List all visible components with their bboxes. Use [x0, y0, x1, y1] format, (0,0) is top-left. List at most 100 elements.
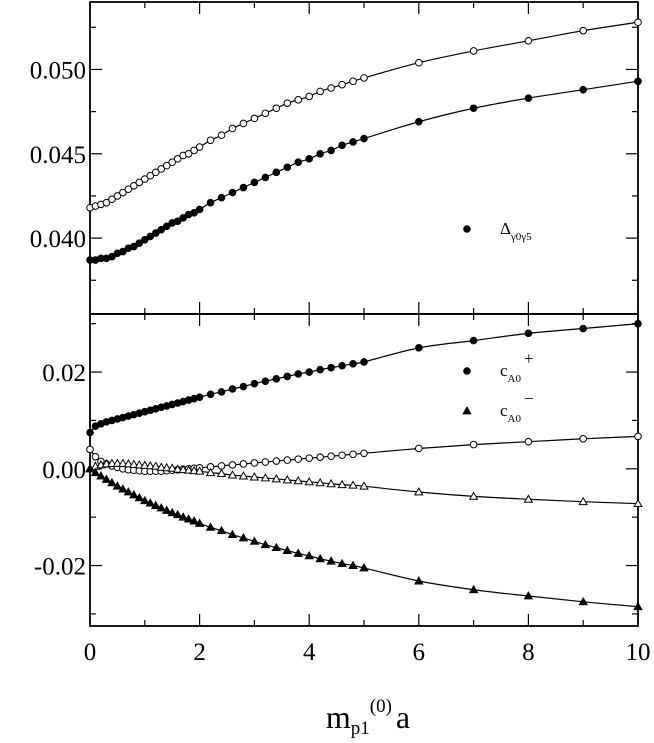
bottom-legend: cA0+ cA0−	[462, 349, 534, 425]
y-tick-label: -0.02	[34, 554, 86, 581]
data-point	[579, 26, 588, 35]
data-point	[337, 558, 347, 568]
data-point	[156, 462, 167, 471]
data-point	[90, 467, 101, 477]
data-point	[119, 247, 127, 256]
data-point	[179, 214, 187, 222]
data-point	[469, 440, 478, 449]
data-point	[359, 481, 369, 490]
data-point	[130, 182, 138, 190]
data-point	[415, 58, 423, 67]
data-point	[272, 168, 281, 177]
data-point	[205, 467, 216, 477]
data-point	[293, 475, 304, 485]
data-point	[316, 87, 324, 96]
data-point	[146, 232, 155, 241]
data-point	[260, 473, 271, 482]
data-point	[228, 461, 237, 469]
data-point	[194, 466, 205, 475]
data-point	[141, 235, 149, 244]
data-point	[327, 452, 335, 461]
x-axis-label: mp1(0) a	[326, 696, 410, 739]
data-point	[172, 464, 183, 473]
data-point	[304, 550, 314, 560]
data-point	[134, 460, 145, 469]
data-point	[294, 158, 303, 167]
data-point	[206, 136, 215, 145]
data-point	[249, 536, 260, 545]
data-point	[239, 382, 248, 391]
data-point	[468, 584, 479, 594]
legend-marker	[463, 225, 471, 233]
data-point	[249, 472, 260, 481]
legend-label: Δγ0γ5	[500, 219, 532, 243]
legend-label: cA0+	[500, 349, 534, 385]
data-point	[228, 124, 237, 133]
data-point	[130, 242, 138, 251]
data-point	[283, 163, 292, 172]
data-point	[107, 458, 117, 467]
data-point	[349, 77, 357, 86]
data-point	[123, 459, 134, 468]
data-point	[327, 363, 335, 372]
data-point	[145, 498, 156, 507]
data-point	[414, 576, 424, 585]
data-point	[282, 475, 293, 484]
data-point	[271, 474, 282, 483]
data-point	[178, 464, 188, 474]
data-point	[250, 178, 259, 187]
y-tick-label: 0.050	[30, 57, 86, 84]
data-point	[315, 553, 325, 563]
data-point	[633, 601, 643, 611]
y-tick-label: 0.045	[30, 142, 86, 169]
data-point	[123, 487, 134, 496]
data-point	[172, 509, 183, 519]
data-point	[150, 461, 161, 470]
data-point	[119, 188, 127, 197]
data-point	[167, 507, 177, 517]
data-point	[415, 117, 423, 126]
data-point	[102, 198, 111, 207]
data-point	[348, 560, 358, 569]
data-point	[157, 225, 166, 234]
top-legend: Δγ0γ5	[463, 219, 532, 243]
data-point	[294, 455, 303, 463]
data-point	[326, 556, 336, 565]
data-point	[239, 119, 248, 128]
data-point	[468, 491, 479, 500]
data-point	[283, 99, 292, 107]
data-point	[239, 460, 248, 468]
data-point	[113, 192, 122, 200]
x-tick-label: 0	[84, 639, 97, 666]
x-tick-label: 4	[303, 639, 316, 666]
data-point	[634, 432, 642, 441]
data-point	[168, 158, 176, 167]
data-point	[183, 465, 194, 474]
data-point	[524, 437, 533, 446]
data-point	[129, 490, 139, 499]
data-point	[183, 514, 194, 523]
top-panel: 0.040 0.045 0.050	[30, 1, 642, 315]
data-point	[272, 457, 281, 465]
data-point	[578, 496, 588, 506]
data-point	[250, 459, 259, 467]
data-point	[85, 463, 95, 473]
x-tick-label: 2	[193, 639, 206, 666]
data-point	[523, 494, 534, 503]
data-point	[261, 109, 270, 118]
data-point	[579, 435, 588, 443]
data-point	[524, 36, 533, 45]
data-point	[141, 175, 149, 183]
data-point	[206, 198, 215, 207]
data-point	[315, 477, 325, 487]
y-tick-label: 0.00	[42, 457, 86, 484]
data-point	[634, 77, 642, 86]
data-point	[190, 209, 198, 217]
data-point	[272, 375, 281, 383]
data-point	[294, 96, 303, 104]
data-point	[524, 329, 533, 338]
data-point	[217, 388, 226, 396]
data-point	[578, 596, 588, 606]
data-point	[157, 165, 166, 173]
